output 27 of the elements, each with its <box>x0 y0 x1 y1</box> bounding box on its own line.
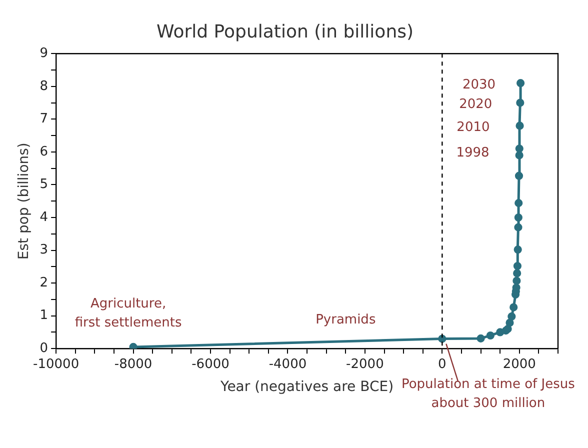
x-tick-label: -4000 <box>268 356 307 372</box>
annotation: 1998 <box>456 146 490 161</box>
y-tick-label: 5 <box>40 177 48 192</box>
x-tick-label: 2000 <box>502 356 536 372</box>
chart-title: World Population (in billions) <box>156 21 414 42</box>
y-tick-label: 0 <box>40 340 48 356</box>
x-axis-title: Year (negatives are BCE) <box>220 379 394 396</box>
annotation: Agriculture, first settlements <box>74 296 182 330</box>
annotation: 2020 <box>459 97 492 112</box>
annotation: 2030 <box>462 77 496 92</box>
y-tick-label: 2 <box>40 275 48 290</box>
annotation: 2010 <box>456 120 490 136</box>
y-tick-label: 8 <box>40 78 48 94</box>
y-tick-label: 9 <box>40 46 48 61</box>
y-tick-label: 4 <box>40 210 48 225</box>
annotation: Pyramids <box>316 312 376 328</box>
x-tick-label: -6000 <box>192 356 230 372</box>
y-tick-label: 3 <box>40 242 48 258</box>
y-tick-label: 1 <box>40 308 48 324</box>
annotation: Population at time of Jesus about 300 million <box>401 377 576 412</box>
x-tick-label: -10000 <box>33 356 80 372</box>
y-tick-label: 6 <box>40 144 48 160</box>
y-tick-label: 7 <box>40 112 48 127</box>
y-axis-title: Est pop (billions) <box>16 142 32 260</box>
x-tick-label: -2000 <box>346 356 384 372</box>
x-tick-label: -8000 <box>114 356 152 372</box>
x-tick-label: 0 <box>438 356 446 372</box>
